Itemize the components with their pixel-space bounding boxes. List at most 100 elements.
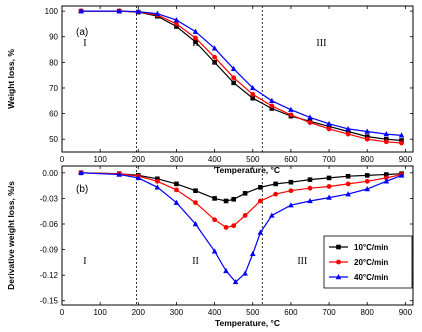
data-point <box>154 178 160 184</box>
data-point <box>326 126 332 132</box>
x-axis-label: Temperature, °C <box>215 165 280 175</box>
data-point <box>326 124 332 129</box>
data-point <box>345 131 351 137</box>
data-point <box>223 198 229 204</box>
data-point <box>192 220 199 227</box>
x-axis-label: Temperature, °C <box>215 318 280 328</box>
x-tick-label: 300 <box>170 308 184 317</box>
data-point <box>231 75 237 81</box>
data-point <box>135 8 142 14</box>
data-point <box>288 179 294 185</box>
x-tick-label: 900 <box>399 308 413 317</box>
data-point <box>250 91 256 97</box>
data-point <box>174 21 179 27</box>
data-point <box>399 140 404 146</box>
data-point <box>212 60 217 65</box>
data-point <box>257 229 264 235</box>
data-point <box>364 178 370 184</box>
data-point <box>116 8 123 14</box>
y-tick-label: -0.06 <box>40 220 59 229</box>
legend-marker <box>336 244 341 250</box>
data-point <box>212 54 218 60</box>
legend-marker <box>336 259 341 265</box>
data-point <box>383 172 389 177</box>
x-tick-label: 900 <box>399 155 413 164</box>
data-point <box>326 120 332 127</box>
series-20°C/min <box>78 170 404 230</box>
panel-label: (a) <box>76 27 88 38</box>
x-tick-label: 700 <box>322 155 336 164</box>
data-point <box>193 200 198 206</box>
y-tick-label: 80 <box>49 58 58 67</box>
data-point <box>174 24 179 29</box>
data-point <box>307 185 313 191</box>
data-point <box>223 267 229 274</box>
data-point <box>173 199 180 205</box>
data-point <box>383 178 390 184</box>
data-point <box>288 106 294 112</box>
data-point <box>135 174 142 181</box>
legend: 10°C/min 20°C/min 40°C/min <box>323 235 413 289</box>
data-point <box>78 169 84 176</box>
y-tick-label: 100 <box>45 7 59 16</box>
data-point <box>78 8 84 14</box>
series-line <box>81 172 402 202</box>
y-tick-label: -0.03 <box>40 194 59 203</box>
data-point <box>364 136 370 142</box>
x-tick-label: 600 <box>284 155 298 164</box>
y-axis-label: Weight loss, % <box>6 49 16 109</box>
data-point <box>398 132 405 138</box>
data-point <box>231 80 236 86</box>
x-tick-label: 400 <box>208 155 222 164</box>
series-line <box>81 172 402 283</box>
data-point <box>364 186 371 192</box>
series-40°C/min <box>78 8 405 138</box>
plot-frame <box>61 165 414 306</box>
data-point <box>192 28 199 34</box>
data-point <box>345 181 351 187</box>
data-point <box>288 202 294 208</box>
data-point <box>399 138 404 143</box>
data-point <box>211 248 218 254</box>
data-point <box>273 181 278 187</box>
data-point <box>155 176 160 182</box>
x-tick-label: 600 <box>284 308 298 317</box>
x-tick-label: 100 <box>93 155 107 164</box>
data-point <box>249 250 256 257</box>
y-tick-label: -0.12 <box>40 271 59 280</box>
panel-a: 0 100 200 300 400 500 600 700 800 900 50 60 70 80 90 10… <box>6 5 414 175</box>
x-tick-label: 800 <box>361 308 375 317</box>
x-tick-label: 800 <box>361 155 375 164</box>
data-point <box>307 120 313 125</box>
data-point <box>250 95 256 101</box>
data-point <box>273 191 279 197</box>
data-point <box>326 184 332 189</box>
y-tick-label: 0.00 <box>42 169 58 178</box>
data-point <box>257 198 263 204</box>
region-label: II <box>192 256 199 267</box>
data-point <box>288 112 294 118</box>
data-point <box>230 65 237 71</box>
data-point <box>116 171 123 177</box>
data-point <box>288 188 294 194</box>
data-point <box>326 175 332 181</box>
legend-entry: 40°C/min <box>354 273 388 282</box>
data-point <box>154 184 161 190</box>
y-tick-label: -0.15 <box>40 297 59 306</box>
y-tick-label: 50 <box>49 135 58 144</box>
data-point <box>242 190 248 196</box>
x-tick-label: 200 <box>132 155 146 164</box>
series-line <box>81 172 402 229</box>
panel-label: (b) <box>76 184 88 195</box>
panel-b: 0 100 200 300 400 500 600 700 800 900 0.00 -0.03 -0.… <box>6 165 414 328</box>
data-point <box>242 270 248 276</box>
data-point <box>154 10 161 16</box>
x-tick-label: 200 <box>132 308 146 317</box>
data-point <box>174 181 179 187</box>
data-point <box>193 35 198 41</box>
data-point <box>383 175 389 181</box>
x-tick-label: 300 <box>170 155 184 164</box>
data-point <box>326 194 332 200</box>
data-point <box>223 224 229 230</box>
